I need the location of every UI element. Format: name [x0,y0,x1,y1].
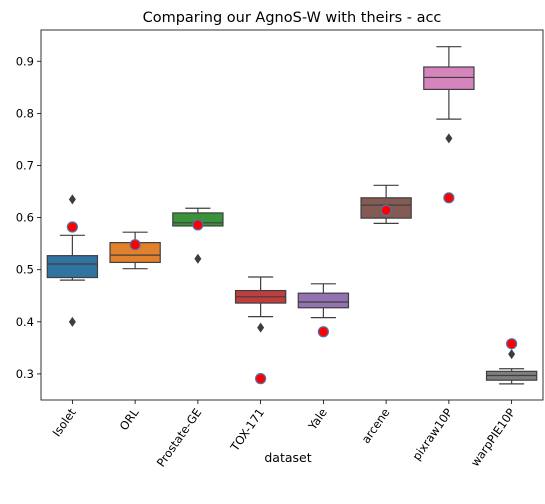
box-iqr [423,66,475,91]
y-axis: 0.3 0.4 0.5 0.6 0.7 0.8 0.9 [16,54,41,381]
ours-marker [317,326,329,338]
x-tick-label-arcene: arcene [359,406,393,446]
x-tick-label-pixraw10p: pixraw10P [409,406,455,463]
box-yale [297,283,350,338]
y-tick-label: 0.7 [16,158,34,172]
outlier-point [257,322,265,333]
outlier-point [445,133,453,144]
y-tick-label: 0.4 [16,315,34,329]
x-tick-label-warppie10p: warpPIE10P [468,406,518,469]
box-iqr [46,255,99,279]
y-tick-label: 0.8 [16,106,34,120]
box-orl [109,231,161,270]
box-pixraw10p [423,46,475,204]
y-tick-label: 0.5 [16,263,34,277]
outlier-point [68,194,76,205]
chart-title: Comparing our AgnoS-W with theirs - acc [143,10,442,26]
box-iqr [297,292,350,309]
x-tick-label-yale: Yale [305,406,330,433]
ours-marker [129,239,141,251]
ours-marker [192,219,204,231]
x-axis-label: dataset [264,450,311,465]
ours-marker [255,373,267,385]
outlier-point [194,253,202,264]
ours-marker [443,192,455,204]
box-series [46,46,538,385]
ours-marker [506,338,518,350]
y-tick-label: 0.6 [16,211,34,225]
outlier-point [508,349,516,360]
y-tick-label: 0.9 [16,54,34,68]
box-warppie10p [485,338,538,385]
box-isolet [46,194,99,327]
x-tick-label-prostate-ge: Prostate-GE [154,406,205,470]
box-arcene [360,184,412,224]
y-tick-label: 0.3 [16,367,34,381]
x-tick-label-isolet: Isolet [49,405,79,439]
ours-marker [380,204,392,216]
x-tick-label-orl: ORL [117,405,142,433]
outlier-point [68,316,76,327]
ours-marker [66,221,78,233]
plot-frame [40,29,544,401]
box-prostate-ge [172,207,224,264]
box-tox-171 [234,276,287,385]
x-tick-label-tox-171: TOX-171 [227,406,267,455]
